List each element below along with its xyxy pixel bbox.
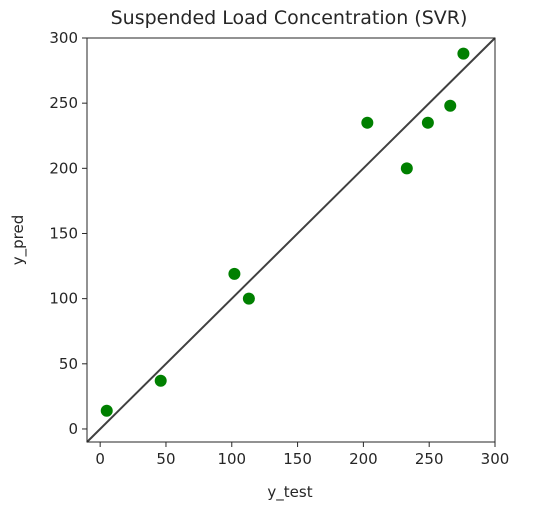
data-point-2	[228, 267, 241, 280]
y-tick-label: 0	[68, 420, 78, 438]
data-point-3	[242, 292, 255, 305]
reference-line-layer	[86, 37, 496, 443]
data-point-7	[444, 99, 457, 112]
x-tick-label: 300	[481, 450, 510, 468]
data-point-8	[457, 47, 470, 60]
y-tick-label: 250	[49, 94, 78, 112]
x-tick-label: 50	[156, 450, 175, 468]
data-point-5	[400, 162, 413, 175]
x-tick-label: 150	[283, 450, 312, 468]
data-point-4	[361, 116, 374, 129]
y-tick-label: 100	[49, 290, 78, 308]
data-point-0	[100, 404, 113, 417]
x-tick-label: 100	[217, 450, 246, 468]
y-axis-label: y_pred	[9, 215, 28, 266]
x-axis-label: y_test	[267, 483, 312, 502]
x-ticks: 0 50 100 150 200 250 300	[95, 442, 509, 468]
y-tick-label: 150	[49, 224, 78, 242]
x-tick-label: 0	[95, 450, 105, 468]
reference-line	[86, 37, 496, 443]
plot-frame	[86, 37, 496, 443]
x-tick-label: 200	[349, 450, 378, 468]
y-tick-label: 50	[59, 355, 78, 373]
chart-title: Suspended Load Concentration (SVR)	[111, 7, 468, 29]
data-point-6	[421, 116, 434, 129]
data-point-1	[154, 374, 167, 387]
points-layer	[100, 47, 470, 417]
y-ticks: 0 50 100 150 200 250 300	[49, 29, 87, 438]
x-tick-label: 250	[415, 450, 444, 468]
y-tick-label: 200	[49, 159, 78, 177]
y-tick-label: 300	[49, 29, 78, 47]
